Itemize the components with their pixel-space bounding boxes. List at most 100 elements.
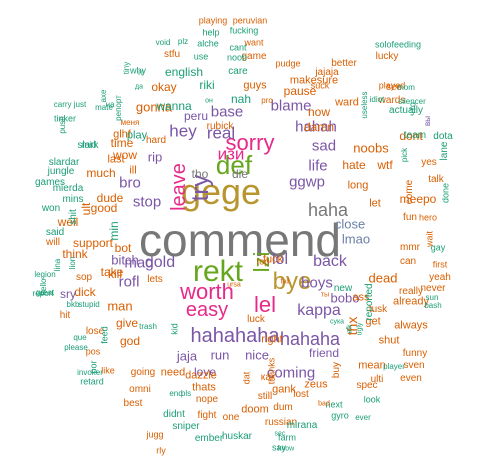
word-mid: mid: [81, 139, 97, 150]
word-support: support: [72, 236, 114, 250]
word-why: why: [129, 65, 147, 76]
word-sven: sven: [403, 360, 425, 371]
word-give: give: [115, 316, 139, 330]
word-always: always: [394, 319, 428, 332]
word-rly: rly: [156, 445, 166, 456]
word-nice: nice: [245, 347, 269, 363]
word-stfu: stfu: [163, 49, 181, 60]
word-peruvian: peruvian: [232, 15, 268, 26]
word-stop: stop: [132, 193, 162, 211]
word-lose: lose: [85, 326, 105, 337]
word-min: min: [107, 221, 121, 241]
word-fight: fight: [197, 410, 217, 421]
word-real: real: [206, 123, 236, 143]
word-first: first: [432, 259, 448, 270]
word-dazzle: dazzle: [185, 369, 217, 382]
word-commend: commend: [139, 214, 341, 266]
word-jaja: jaja: [176, 348, 198, 364]
word-buy: buy: [331, 361, 342, 379]
word-retard: retard: [80, 376, 104, 387]
word-done: done: [440, 182, 451, 204]
word-pudge: pudge: [275, 58, 301, 69]
word-glhf: glhf: [113, 128, 131, 141]
word-ward: ward: [335, 96, 359, 109]
word-axe: axe: [99, 89, 108, 103]
word-bobo: bobo: [330, 290, 360, 306]
word-dum: dum: [273, 402, 293, 413]
word-dude: dude: [96, 191, 124, 205]
word-peru: peru: [183, 109, 209, 123]
word-text: как: [260, 372, 276, 383]
word-dota: dota: [433, 131, 453, 142]
word-rip: rip: [147, 149, 163, 165]
word-yeah: yeah: [429, 272, 451, 283]
word-pls: pls: [180, 389, 192, 398]
word-team: team: [403, 130, 427, 141]
word-game: game: [241, 51, 267, 62]
word-fucking: fucking: [229, 25, 259, 36]
word-text: на: [105, 100, 115, 109]
word-worth: worth: [180, 279, 234, 304]
word-talk: talk: [428, 174, 444, 185]
word-gyro: gyro: [331, 410, 349, 421]
word-never: never: [420, 283, 446, 294]
word-dead: dead: [368, 270, 398, 286]
word-lucky: lucky: [375, 51, 399, 62]
word-care: care: [228, 66, 248, 77]
word-text: да: [135, 83, 143, 91]
word-dont: dont: [399, 129, 423, 143]
word-good: good: [90, 201, 118, 215]
word-carry-just: carry just: [53, 100, 87, 109]
word-english: english: [164, 65, 204, 79]
word-time: time: [110, 136, 134, 150]
word-reported: reported: [364, 283, 375, 321]
word-void: void: [155, 38, 171, 47]
word-text: репорт: [114, 95, 123, 121]
word-mierda: mierda: [52, 183, 84, 194]
word-plz: plz: [177, 37, 189, 46]
word-bash: bash: [424, 301, 442, 310]
word-ill: ill: [129, 164, 137, 177]
word-dick: dick: [74, 285, 96, 299]
word-gold: gold: [144, 254, 176, 271]
word-slardar: slardar: [48, 157, 80, 168]
word-guys: guys: [243, 79, 267, 92]
word-better: better: [331, 58, 357, 69]
word-sop: sop: [75, 272, 93, 283]
word-mmr: mmr: [400, 242, 420, 253]
word-even: even: [400, 373, 422, 384]
word-wtf: wtf: [377, 158, 393, 172]
word-legion: legion: [34, 270, 56, 279]
word-rekt: rekt: [192, 255, 244, 288]
word-playing: playing: [198, 15, 228, 26]
word-gonna: gonna: [135, 99, 173, 115]
word-dat: dat: [241, 371, 252, 385]
word-omni: omni: [129, 384, 151, 395]
word-sec: sec: [274, 430, 286, 438]
word-hero: hero: [418, 212, 438, 223]
word-kappa: kappa: [297, 302, 341, 319]
word-base: base: [210, 103, 244, 121]
word-cant: cant: [229, 42, 247, 53]
word-think: think: [62, 247, 88, 261]
word-text: меня: [120, 118, 140, 127]
word-get: get: [365, 315, 381, 328]
word-god: god: [119, 334, 141, 348]
word-die: die: [231, 167, 249, 181]
word-take: take: [100, 265, 124, 279]
word-like: like: [101, 365, 115, 376]
word-suck: suck: [310, 80, 330, 91]
word-haha: haha: [307, 200, 349, 220]
word-mom: mom: [397, 83, 415, 92]
word-need: need: [160, 366, 186, 379]
word-lel: lel: [253, 292, 277, 317]
word-say: say: [271, 442, 287, 453]
word-que: que: [73, 333, 87, 342]
word-help: help: [202, 27, 220, 38]
word-def: def: [215, 150, 253, 180]
word-wanna: wanna: [156, 99, 192, 113]
word-run: run: [210, 347, 230, 363]
word-thats: thats: [192, 381, 216, 394]
word-bad: bad: [318, 400, 330, 408]
